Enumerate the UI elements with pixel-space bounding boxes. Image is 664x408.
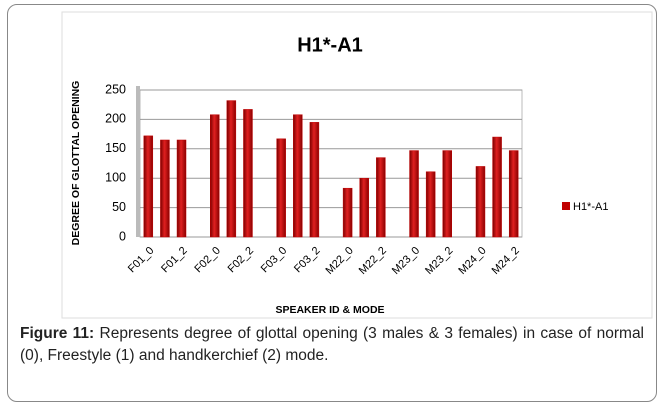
legend-swatch bbox=[562, 202, 570, 210]
plot-wall bbox=[139, 89, 523, 238]
bar bbox=[176, 139, 187, 238]
y-tick-label: 100 bbox=[105, 170, 126, 184]
caption-text: Represents degree of glottal opening (3 … bbox=[20, 325, 645, 364]
bar bbox=[442, 150, 452, 238]
bar bbox=[342, 187, 353, 238]
y-tick-label: 0 bbox=[119, 229, 126, 243]
plot-floor-3d bbox=[136, 86, 140, 237]
bar bbox=[376, 157, 386, 238]
bar bbox=[226, 100, 237, 238]
y-tick-label: 250 bbox=[105, 82, 126, 96]
bar bbox=[160, 139, 170, 238]
x-axis-label: SPEAKER ID & MODE bbox=[275, 304, 384, 316]
bar bbox=[409, 150, 419, 238]
chart-title: H1*-A1 bbox=[297, 34, 363, 56]
y-tick-label: 50 bbox=[112, 200, 126, 214]
chart: H1*-A1 DEGREE OF GLOTTAL OPENING SPEAKER… bbox=[61, 11, 653, 319]
legend-label: H1*-A1 bbox=[573, 201, 608, 213]
figure-frame bbox=[7, 4, 657, 402]
bar bbox=[475, 166, 486, 238]
y-axis-label: DEGREE OF GLOTTAL OPENING bbox=[70, 81, 82, 246]
bar bbox=[425, 171, 436, 238]
bar bbox=[210, 114, 220, 238]
caption-label: Figure 11: bbox=[20, 325, 95, 342]
bar bbox=[359, 177, 369, 238]
bar bbox=[243, 109, 253, 238]
y-tick-label: 200 bbox=[105, 112, 126, 126]
bar bbox=[492, 136, 502, 238]
bar bbox=[508, 150, 519, 238]
bar bbox=[293, 114, 303, 238]
y-tick-label: 150 bbox=[105, 141, 126, 155]
bar bbox=[276, 138, 286, 238]
bar bbox=[143, 135, 154, 238]
bar bbox=[309, 122, 320, 238]
caption: Figure 11: Represents degree of glottal … bbox=[20, 323, 644, 367]
